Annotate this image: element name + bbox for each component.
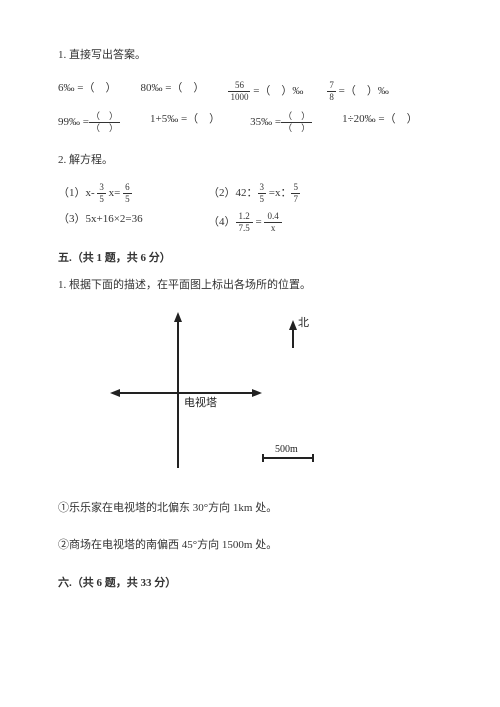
q1-r1-d: 78 =（ ）‰ <box>327 81 388 102</box>
q1-r2-d: 1÷20‰ =（ ） <box>342 112 418 133</box>
q2-eqrow2: （3）5x+16×2=36 （4）1.27.5 = 0.4x <box>58 212 442 233</box>
q2-e3: （3）5x+16×2=36 <box>58 212 208 233</box>
frac-den: 1000 <box>228 92 250 102</box>
sec5-q1: 1. 根据下面的描述，在平面图上标出各场所的位置。 <box>58 278 442 293</box>
frac-den: 8 <box>327 92 336 102</box>
sec5-header: 五.（共 1 题，共 6 分） <box>58 251 442 266</box>
q2-e2: （2）42：35 =x：57 <box>208 183 300 204</box>
q2-e4-prefix: （4） <box>208 216 236 228</box>
frac-num: 3 <box>97 183 106 194</box>
horizontal-arrowhead <box>252 389 262 397</box>
scale-label-svg: 500m <box>275 444 298 455</box>
frac-num: 0.4 <box>264 212 281 223</box>
q1-row1: 6‰ =（ ） 80‰ =（ ） 561000 =（ ）‰ 78 =（ ）‰ <box>58 81 442 102</box>
center-label-svg: 电视塔 <box>184 395 217 409</box>
q1-r2-c: 35‰ =（ ）（ ） <box>250 112 312 133</box>
q2-e1: （1）x- 35 x= 65 <box>58 183 208 204</box>
frac-num: 56 <box>228 81 250 92</box>
q1-r1-d-suffix: =（ ）‰ <box>336 85 389 97</box>
q2-e4-eq: = <box>253 216 265 228</box>
q1-r1-a: 6‰ =（ ） <box>58 81 116 102</box>
frac-den: 7.5 <box>236 223 253 233</box>
q2-e1-mid: x= <box>106 187 123 199</box>
frac-num: 1.2 <box>236 212 253 223</box>
frac-num: 5 <box>291 183 300 194</box>
north-arrowhead <box>289 320 297 330</box>
q1-title: 1. 直接写出答案。 <box>58 48 442 63</box>
q2-eqrow1: （1）x- 35 x= 65 （2）42：35 =x：57 <box>58 183 442 204</box>
frac-den: （ ） <box>89 123 120 133</box>
q1-row2: 99‰ =（ ）（ ） 1+5‰ =（ ） 35‰ =（ ）（ ） 1÷20‰ … <box>58 112 442 133</box>
q2-e2-mid: =x： <box>266 187 291 199</box>
q2-title: 2. 解方程。 <box>58 153 442 168</box>
sec6-header: 六.（共 6 题，共 33 分） <box>58 576 442 591</box>
q1-r1-c-suffix: =（ ）‰ <box>250 85 303 97</box>
q2-e1-prefix: （1）x- <box>58 187 97 199</box>
frac-den: 5 <box>123 194 132 204</box>
frac-num: （ ） <box>89 112 120 123</box>
frac-den: 5 <box>258 194 267 204</box>
q2-e4: （4）1.27.5 = 0.4x <box>208 212 282 233</box>
frac-num: 6 <box>123 183 132 194</box>
coordinate-diagram: 北 电视塔 500m <box>108 308 442 483</box>
vertical-arrowhead <box>174 312 182 322</box>
q1-r2-a: 99‰ =（ ）（ ） <box>58 112 120 133</box>
north-label-svg: 北 <box>298 316 309 329</box>
frac-num: 3 <box>258 183 267 194</box>
frac-den: 7 <box>291 194 300 204</box>
frac-num: 7 <box>327 81 336 92</box>
sec5-item1: ①乐乐家在电视塔的北偏东 30°方向 1km 处。 <box>58 501 442 516</box>
q1-r2-a-prefix: 99‰ = <box>58 116 89 128</box>
q1-r1-b: 80‰ =（ ） <box>140 81 204 102</box>
q1-r2-b: 1+5‰ =（ ） <box>150 112 220 133</box>
sec5-item2: ②商场在电视塔的南偏西 45°方向 1500m 处。 <box>58 538 442 553</box>
frac-den: x <box>264 223 281 233</box>
frac-den: （ ） <box>281 123 312 133</box>
q2-e2-prefix: （2）42： <box>208 187 258 199</box>
frac-num: （ ） <box>281 112 312 123</box>
q1-r1-c: 561000 =（ ）‰ <box>228 81 303 102</box>
frac-den: 5 <box>97 194 106 204</box>
q1-r2-c-prefix: 35‰ = <box>250 116 281 128</box>
horizontal-arrowhead-left <box>110 389 120 397</box>
